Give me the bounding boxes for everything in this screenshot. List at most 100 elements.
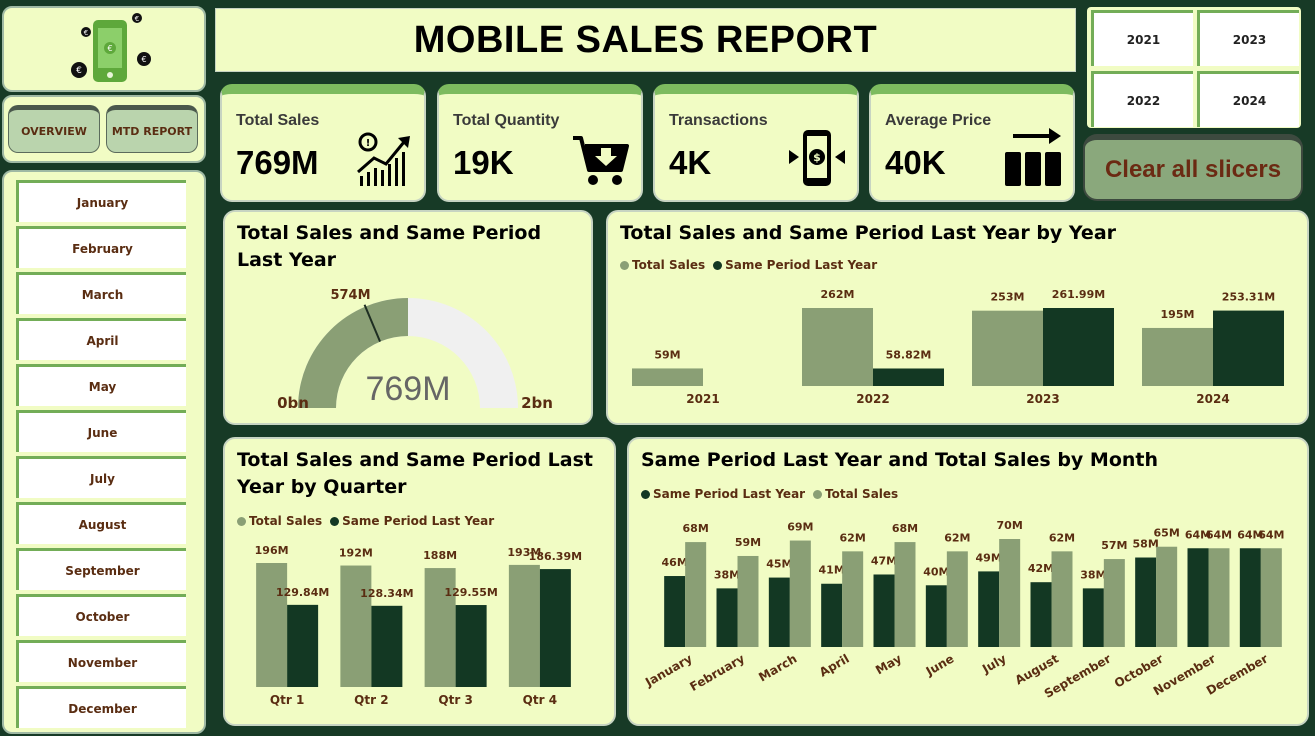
- bar-same-period-last-year: [821, 583, 843, 647]
- gauge-value-arc: [298, 298, 408, 408]
- gauge-chart: 574M 769M 0bn 2bn: [277, 288, 553, 412]
- bar-total-sales: [789, 540, 811, 647]
- kpi-value: 769M: [236, 144, 319, 181]
- bar-same-period-last-year: [716, 588, 738, 647]
- overview-button[interactable]: OVERVIEW: [8, 105, 100, 153]
- bar-total-sales: [424, 568, 456, 687]
- month-button-july[interactable]: July: [16, 456, 186, 498]
- bar-total-sales: [1260, 548, 1282, 647]
- x-tick-label: March: [756, 651, 799, 684]
- x-tick-label: 2021: [686, 392, 719, 406]
- year-button-2023[interactable]: 2023: [1197, 10, 1299, 66]
- svg-text:$: $: [813, 151, 821, 164]
- bar-total-sales: [737, 555, 759, 647]
- legend-item-total-sales: Total Sales: [813, 487, 898, 501]
- data-label: 68M: [683, 522, 709, 535]
- month-button-november[interactable]: November: [16, 640, 186, 682]
- month-slicer: January February March April May June July Augu…: [2, 170, 206, 734]
- month-button-october[interactable]: October: [16, 594, 186, 636]
- month-button-september[interactable]: September: [16, 548, 186, 590]
- x-tick-label: May: [873, 651, 904, 677]
- bar-total-sales: [632, 368, 703, 386]
- bar-total-sales: [842, 551, 864, 647]
- chart-title: Total Sales and Same Period Last Year: [237, 222, 542, 271]
- x-tick-label: June: [923, 651, 957, 678]
- kpi-value: 19K: [453, 144, 514, 181]
- data-label: 64M: [1206, 528, 1232, 541]
- month-button-march[interactable]: March: [16, 272, 186, 314]
- month-button-june[interactable]: June: [16, 410, 186, 452]
- bar-same-period-last-year: [768, 577, 790, 647]
- legend-item-same-period: Same Period Last Year: [330, 514, 494, 528]
- chart-title: Total Sales and Same Period Last Year by…: [237, 449, 593, 498]
- year-chart-panel: Total Sales and Same Period Last Year by…: [606, 210, 1309, 425]
- year-button-2024[interactable]: 2024: [1197, 71, 1299, 127]
- x-tick-label: Qtr 2: [354, 693, 388, 707]
- chart-legend: Same Period Last Year Total Sales: [641, 487, 898, 501]
- price-bars-icon: [1005, 128, 1061, 186]
- data-label: 38M: [1080, 568, 1106, 581]
- data-label: 62M: [1049, 531, 1075, 544]
- data-label: 59M: [654, 348, 680, 361]
- month-button-january[interactable]: January: [16, 180, 186, 222]
- data-label: 40M: [923, 565, 949, 578]
- x-tick-label: 2022: [856, 392, 889, 406]
- title-banner: MOBILE SALES REPORT: [215, 8, 1076, 72]
- bar-same-period-last-year: [873, 574, 895, 647]
- data-label: 65M: [1154, 527, 1180, 540]
- data-label: 45M: [766, 558, 792, 571]
- month-button-april[interactable]: April: [16, 318, 186, 360]
- kpi-value: 40K: [885, 144, 946, 181]
- bar-same-period-last-year: [1030, 582, 1052, 647]
- data-label: 64M: [1185, 528, 1211, 541]
- kpi-card-average-price: Average Price 40K: [869, 84, 1075, 202]
- svg-text:€: €: [84, 29, 88, 37]
- clear-slicers-button[interactable]: Clear all slicers: [1083, 134, 1303, 201]
- month-chart-panel: Same Period Last Year and Total Sales by…: [627, 437, 1309, 726]
- kpi-label: Transactions: [669, 112, 768, 129]
- shopping-cart-icon: [573, 136, 629, 185]
- month-button-august[interactable]: August: [16, 502, 186, 544]
- mtd-report-button[interactable]: MTD REPORT: [106, 105, 198, 153]
- data-label: 42M: [1028, 562, 1054, 575]
- data-label: 41M: [819, 564, 845, 577]
- data-label: 57M: [1101, 539, 1127, 552]
- bar-same-period-last-year: [1213, 310, 1284, 386]
- svg-text:€: €: [135, 15, 139, 23]
- data-label: 58M: [1133, 538, 1159, 551]
- x-tick-label: July: [979, 651, 1009, 676]
- logo-panel: € € € € €: [2, 6, 206, 92]
- data-label: 59M: [735, 536, 761, 549]
- year-button-2022[interactable]: 2022: [1091, 71, 1193, 127]
- data-label: 58.82M: [886, 348, 932, 361]
- growth-chart-icon: !: [357, 132, 410, 186]
- bar-total-sales: [894, 542, 916, 647]
- quarter-bar-chart: 196M 129.84M Qtr 1 192M 128.34M Qtr 2 188M 129.…: [255, 544, 582, 707]
- data-label: 70M: [997, 519, 1023, 532]
- chart-title: Same Period Last Year and Total Sales by…: [641, 449, 1159, 471]
- kpi-card-total-quantity: Total Quantity 19K: [437, 84, 643, 202]
- legend-item-total-sales: Total Sales: [620, 258, 705, 272]
- kpi-label: Average Price: [885, 112, 992, 129]
- data-label: 193M: [507, 546, 541, 559]
- data-label: 186.39M: [529, 550, 582, 563]
- year-button-2021[interactable]: 2021: [1091, 10, 1193, 66]
- bar-total-sales: [508, 564, 540, 687]
- x-tick-label: Qtr 3: [438, 693, 472, 707]
- x-tick-label: April: [817, 651, 852, 679]
- chart-legend: Total Sales Same Period Last Year: [237, 514, 494, 528]
- bar-total-sales: [685, 542, 707, 647]
- x-tick-label: 2023: [1026, 392, 1059, 406]
- gauge-max-label: 2bn: [521, 394, 553, 412]
- data-label: 69M: [787, 521, 813, 534]
- data-label: 253.31M: [1222, 291, 1275, 304]
- legend-item-total-sales: Total Sales: [237, 514, 322, 528]
- data-label: 262M: [821, 288, 855, 301]
- bar-same-period-last-year: [539, 569, 571, 687]
- month-button-may[interactable]: May: [16, 364, 186, 406]
- month-button-february[interactable]: February: [16, 226, 186, 268]
- month-bar-chart: 46M 68M January 38M 59M February 45M 69M March 41…: [642, 519, 1284, 701]
- month-button-december[interactable]: December: [16, 686, 186, 728]
- data-label: 195M: [1161, 308, 1195, 321]
- data-label: 129.84M: [276, 586, 329, 599]
